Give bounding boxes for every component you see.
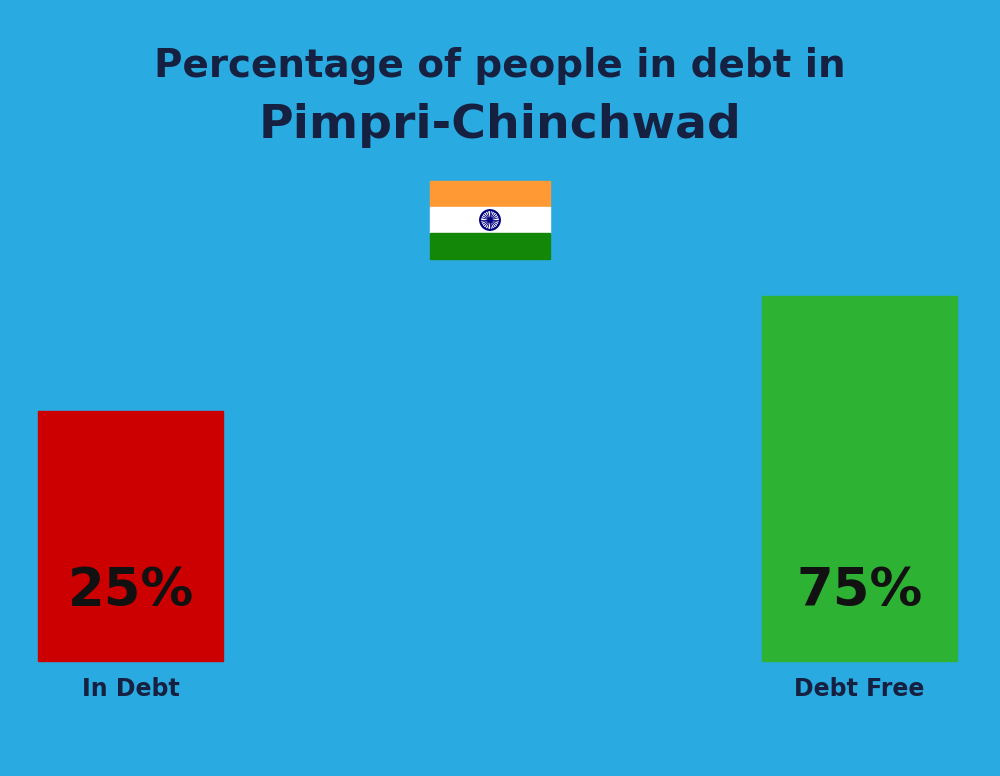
Circle shape: [488, 218, 492, 222]
Text: 25%: 25%: [67, 565, 194, 617]
Text: Pimpri-Chinchwad: Pimpri-Chinchwad: [259, 103, 741, 148]
Text: In Debt: In Debt: [82, 677, 179, 701]
Text: 75%: 75%: [796, 565, 923, 617]
Bar: [430, 207, 550, 233]
Bar: [430, 181, 550, 207]
Bar: [430, 233, 550, 259]
Text: Percentage of people in debt in: Percentage of people in debt in: [154, 47, 846, 85]
Text: Debt Free: Debt Free: [794, 677, 925, 701]
Bar: [38, 411, 223, 661]
Bar: [762, 296, 957, 661]
